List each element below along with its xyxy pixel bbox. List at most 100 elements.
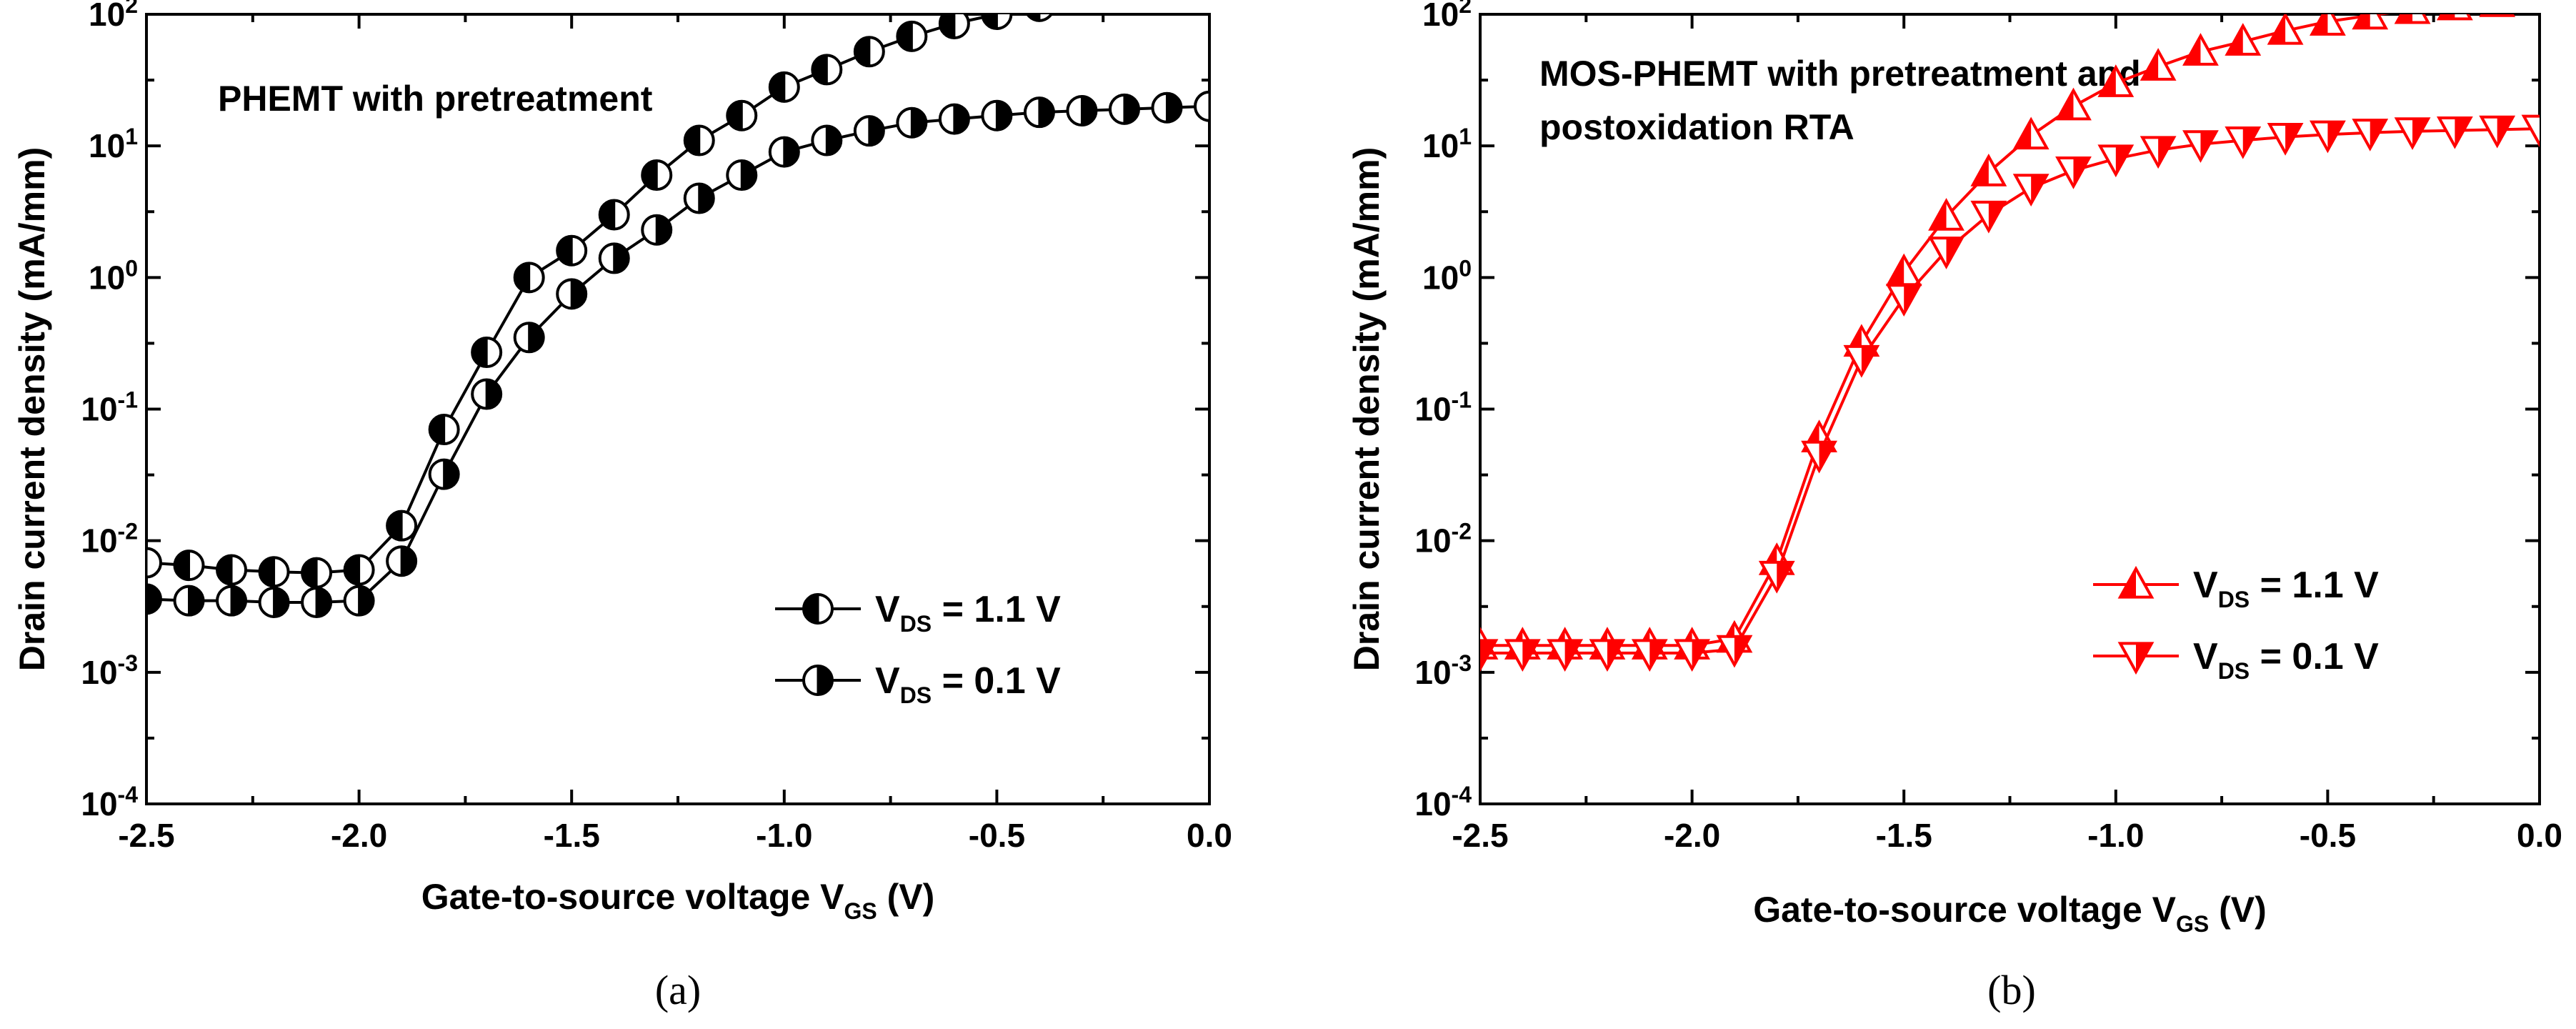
data-point: [726, 159, 758, 192]
data-point: [2012, 116, 2050, 150]
marker-fill: [2057, 90, 2074, 119]
x-tick-label: -2.5: [1452, 817, 1508, 854]
data-point: [173, 585, 205, 617]
marker-fill: [2370, 120, 2386, 149]
x-axis-title: Gate-to-source voltage VGS (V): [421, 877, 935, 924]
series-line: [1480, 14, 2390, 647]
y-tick-label: 102: [1422, 0, 1472, 33]
data-point: [2524, 0, 2555, 12]
marker-fill: [997, 101, 1012, 130]
data-point: [2182, 130, 2219, 163]
legend-marker: [2117, 565, 2155, 599]
marker-fill: [1564, 640, 1581, 669]
legend-marker: [2117, 642, 2155, 675]
marker-fill: [217, 555, 232, 585]
marker-fill: [2158, 137, 2175, 166]
data-point: [768, 71, 800, 103]
marker-fill: [642, 161, 657, 190]
data-point: [641, 214, 673, 246]
marker-fill: [2439, 14, 2455, 19]
x-tick-label: -1.5: [544, 817, 600, 854]
data-point: [1589, 639, 1626, 672]
data-point: [2225, 23, 2262, 56]
data-point: [683, 124, 715, 156]
y-tick-label: 10-1: [1414, 387, 1472, 428]
marker-fill: [2412, 119, 2429, 147]
marker-fill: [2200, 131, 2217, 160]
marker-fill: [2270, 15, 2286, 44]
x-axis-title: Gate-to-source voltage VGS (V): [1753, 890, 2267, 937]
marker-fill: [529, 323, 544, 352]
marker-fill: [1167, 93, 1182, 122]
data-point: [2352, 14, 2389, 30]
data-point: [386, 509, 418, 542]
data-point: [1025, 14, 1053, 22]
marker-fill: [189, 586, 204, 615]
data-point: [2267, 14, 2304, 45]
marker-fill: [1209, 92, 1224, 121]
data-point: [1843, 344, 1880, 378]
marker-fill: [429, 415, 444, 444]
marker-fill: [869, 116, 884, 146]
data-point: [2055, 87, 2092, 121]
data-point: [598, 242, 630, 274]
marker-fill: [2073, 158, 2090, 187]
data-point: [1480, 639, 1499, 672]
marker-fill: [1480, 640, 1496, 669]
marker-fill: [769, 72, 784, 101]
data-point: [386, 545, 418, 577]
y-tick-label: 10-4: [1414, 782, 1472, 822]
chart-panel-a: -2.5 -2.0 -1.5 -1.0 -0.5 0.0 10-4 10-3 10-2 10-1 1…: [12, 0, 1232, 924]
data-point: [1108, 93, 1140, 125]
x-tick-label: 0.0: [1187, 817, 1232, 854]
data-point: [216, 585, 248, 617]
marker-fill: [954, 104, 969, 134]
marker-fill: [2015, 119, 2032, 149]
data-point: [2436, 14, 2473, 21]
data-point: [471, 337, 503, 369]
marker-fill: [684, 126, 699, 155]
data-point: [1758, 560, 1795, 594]
data-point: [2394, 14, 2431, 24]
marker-fill: [514, 263, 529, 292]
marker-fill: [2540, 116, 2555, 145]
data-point: [343, 554, 375, 586]
data-point: [683, 182, 715, 214]
marker-fill: [2481, 14, 2497, 16]
x-tick-label: -1.0: [2087, 817, 2144, 854]
marker-fill: [2185, 36, 2201, 64]
data-point: [1674, 639, 1710, 672]
data-point: [726, 99, 758, 131]
marker-fill: [2227, 26, 2243, 54]
y-tick-label: 100: [89, 255, 138, 296]
panel-caption: (b): [1987, 967, 2036, 1013]
marker-fill: [316, 587, 331, 617]
chart-panel-b: -2.5 -2.0 -1.5 -1.0 -0.5 0.0 10-4 10-3 10-2 10-1 1…: [1347, 0, 2562, 937]
data-point: [1885, 284, 1922, 317]
legend-entry: VDS = 1.1 V: [775, 589, 1061, 637]
marker-fill: [1819, 442, 1835, 471]
y-tick-label: 10-4: [81, 782, 138, 822]
marker-fill: [571, 279, 586, 309]
plot-area: [1480, 0, 2555, 672]
series-line: [146, 104, 1209, 604]
marker-fill: [486, 379, 501, 409]
marker-fill: [231, 586, 246, 615]
marker-fill: [657, 215, 672, 244]
data-point: [2394, 117, 2431, 150]
marker-fill: [174, 551, 189, 580]
data-point: [768, 136, 800, 168]
data-point: [258, 586, 290, 618]
data-point: [2479, 14, 2516, 17]
data-point: [2097, 144, 2135, 178]
marker-fill: [2136, 643, 2152, 672]
marker-fill: [1861, 346, 1877, 375]
data-point: [2352, 119, 2389, 151]
marker-fill: [897, 21, 912, 51]
marker-triangle: [2524, 0, 2555, 12]
marker-fill: [727, 101, 742, 130]
x-tick-label: 0.0: [2517, 817, 2562, 854]
marker-fill: [2327, 121, 2344, 151]
plot-area: [146, 14, 1224, 618]
